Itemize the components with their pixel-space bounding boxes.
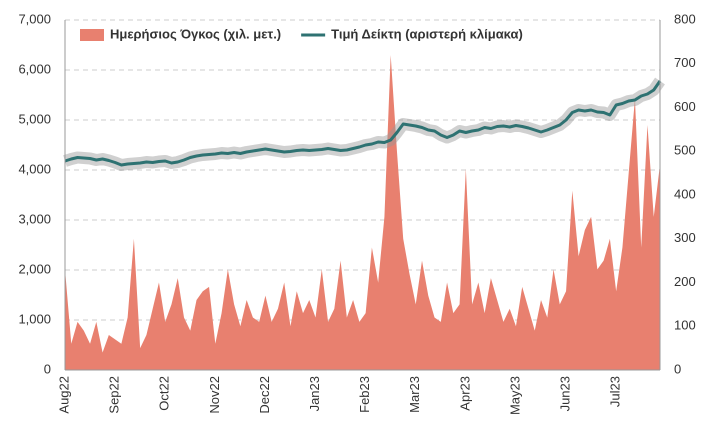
y-tick-label: 0 [44, 361, 51, 376]
y-tick-label: 1,000 [18, 311, 51, 326]
x-tick-label: Dec22 [257, 376, 272, 414]
y-tick-label: 3,000 [18, 211, 51, 226]
y2-tick-label: 100 [674, 318, 696, 333]
y2-tick-label: 200 [674, 274, 696, 289]
y2-tick-label: 600 [674, 99, 696, 114]
x-tick-label: Oct22 [157, 376, 172, 411]
x-tick-label: Apr23 [457, 376, 472, 411]
y-tick-label: 2,000 [18, 261, 51, 276]
x-tick-label: Sep22 [107, 376, 122, 414]
x-tick-label: Feb23 [357, 376, 372, 413]
x-tick-label: May23 [507, 376, 522, 415]
y-tick-label: 6,000 [18, 61, 51, 76]
x-tick-label: Jul23 [608, 376, 623, 407]
y2-tick-label: 0 [674, 361, 681, 376]
legend: Ημερήσιος Όγκος (χιλ. μετ.) Τιμή Δείκτη (… [80, 26, 523, 41]
legend-label: Ημερήσιος Όγκος (χιλ. μετ.) [110, 26, 281, 41]
x-tick-label: Mar23 [407, 376, 422, 413]
x-tick-label: Aug22 [56, 376, 71, 414]
y2-tick-label: 300 [674, 230, 696, 245]
y2-tick-label: 700 [674, 55, 696, 70]
y-tick-label: 7,000 [18, 11, 51, 26]
index-line [64, 80, 662, 167]
y2-tick-label: 400 [674, 186, 696, 201]
y2-tick-label: 800 [674, 11, 696, 26]
volume-area [65, 55, 660, 370]
y-tick-label: 5,000 [18, 111, 51, 126]
x-tick-label: Jun23 [557, 376, 572, 411]
y-tick-label: 4,000 [18, 161, 51, 176]
legend-swatch [80, 29, 104, 41]
legend-label: Τιμή Δείκτη (αριστερή κλίμακα) [331, 26, 523, 41]
line-glow [63, 77, 665, 171]
x-tick-label: Nov22 [207, 376, 222, 414]
x-tick-label: Jan23 [307, 376, 322, 411]
y2-tick-label: 500 [674, 143, 696, 158]
